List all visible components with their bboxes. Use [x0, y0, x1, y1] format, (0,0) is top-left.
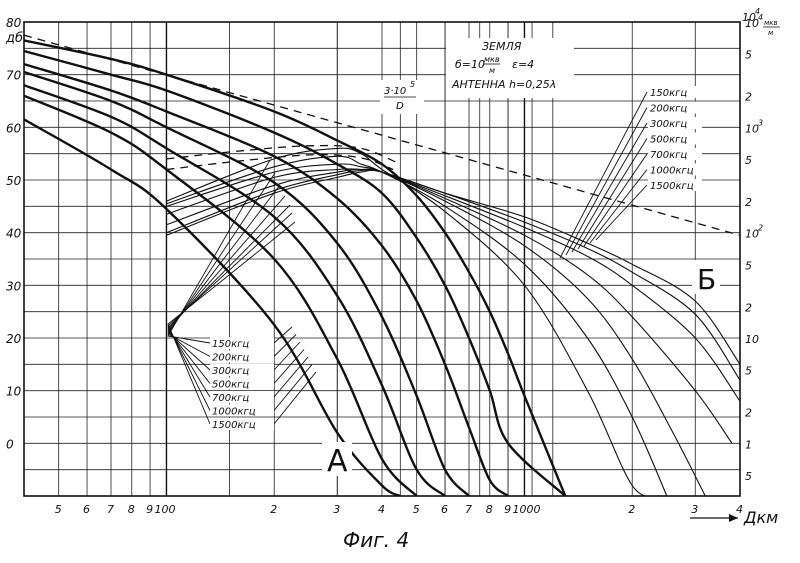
legend-a-label: 1500кгц	[212, 420, 256, 431]
legend-b-label: 150кгц	[650, 88, 687, 99]
legend-b-leader	[596, 185, 647, 240]
right-axis-unit: 10 4 мкв м	[742, 7, 780, 37]
right-unit-10: 10	[742, 11, 756, 24]
right-tick-label: 2	[745, 301, 752, 314]
info-line-3: АНТЕННА h=0,25λ	[451, 78, 556, 91]
x-tick-label: 100	[154, 503, 175, 516]
legend-b-label: 700кгц	[650, 150, 687, 161]
x-tick-label: 3	[333, 503, 340, 516]
legend-a-label: 150кгц	[212, 339, 249, 350]
region-a-label: A	[327, 444, 348, 479]
x-tick-label: 9	[146, 503, 153, 516]
region-b-label: Б	[697, 263, 716, 296]
figure-caption: Фиг. 4	[343, 528, 409, 552]
right-tick-label: 5	[745, 154, 752, 167]
y-tick-label: 30	[6, 279, 22, 293]
right-tick-label: 2	[745, 196, 752, 209]
info-line-2-post: ε=4	[512, 58, 534, 71]
legend-b-leader	[560, 92, 647, 258]
x-tick-label: 6	[83, 503, 90, 516]
x-tick-label: 6	[441, 503, 448, 516]
x-tick-label: 4	[736, 503, 743, 516]
legend-a-leader-right	[274, 365, 312, 411]
ref-num: 3·10	[384, 86, 406, 97]
y-axis-unit: дб	[5, 31, 23, 46]
y-tick-label: 0	[6, 437, 14, 451]
x-tick-label: 2	[628, 503, 635, 516]
legend-a-label: 200кгц	[212, 353, 249, 364]
info-box: ЗЕМЛЯ б=10 мкв м ε=4 АНТЕННА h=0,25λ	[446, 38, 574, 98]
legend-a-label: 500кгц	[212, 380, 249, 391]
x-tick-label: 8	[128, 503, 135, 516]
info-line-1: ЗЕМЛЯ	[482, 40, 522, 53]
x-tick-label: 2	[270, 503, 277, 516]
x-tick-label: 4	[378, 503, 385, 516]
right-tick-label: 2	[745, 91, 752, 104]
reference-annotation: 3·10 5 D	[380, 80, 424, 114]
legend-b-leader	[584, 154, 647, 246]
set-a-curve	[24, 40, 565, 496]
y-tick-label: 80	[6, 16, 22, 30]
set-a-curve	[24, 96, 417, 496]
x-tick-label: 8	[486, 503, 493, 516]
info-line-2-pre: б=10	[455, 58, 485, 71]
legend-a-label: 700кгц	[212, 393, 249, 404]
legend-b-label: 300кгц	[650, 119, 687, 130]
y-tick-label: 20	[6, 332, 22, 346]
right-unit-power: 4	[755, 7, 760, 16]
legend-a-leader	[168, 160, 270, 343]
right-unit-den: м	[768, 29, 774, 37]
x-tick-label: 5	[413, 503, 420, 516]
set-b-curve	[167, 148, 661, 496]
legend-b-label: 1000кгц	[650, 166, 694, 177]
x-tick-label: 5	[55, 503, 62, 516]
legend-a-leader-right	[274, 372, 316, 424]
x-tick-label: 1000	[512, 503, 540, 516]
right-tick-label: 2	[745, 407, 752, 420]
x-tick-label: 7	[465, 503, 472, 516]
legend-b-label: 500кгц	[650, 135, 687, 146]
set-a-curve	[24, 72, 469, 496]
legend-a-label: 1000кгц	[212, 407, 256, 418]
right-tick-label: 5	[745, 470, 752, 483]
right-tick-label: 10	[745, 228, 759, 241]
right-tick-label: 5	[745, 259, 752, 272]
x-tick-label: 7	[107, 503, 114, 516]
right-unit-num: мкв	[764, 19, 778, 27]
ref-sup: 5	[410, 80, 415, 89]
legend-b-label: 200кгц	[650, 104, 687, 115]
set-a-curve	[24, 51, 565, 496]
y-tick-label: 60	[6, 121, 22, 135]
y-tick-label: 70	[6, 69, 22, 83]
legend-b-label: 1500кгц	[650, 181, 694, 192]
right-tick-label: 1	[745, 438, 752, 451]
y-tick-label: 40	[6, 227, 22, 241]
x-axis-label: Дкм	[743, 508, 778, 527]
right-tick-label: 10	[745, 333, 759, 346]
right-tick-power: 3	[758, 118, 763, 127]
right-tick-label: 5	[745, 49, 752, 62]
info-line-2-frac-num: мкв	[484, 55, 500, 64]
ref-den: D	[396, 101, 404, 112]
y-tick-label: 50	[6, 174, 22, 188]
y-tick-label: 10	[6, 385, 22, 399]
x-tick-label: 9	[504, 503, 511, 516]
info-line-2-frac-den: м	[489, 66, 495, 75]
legend-a-label: 300кгц	[212, 366, 249, 377]
right-tick-label: 5	[745, 365, 752, 378]
x-axis-unit: Дкм	[690, 508, 778, 527]
right-tick-power: 2	[758, 224, 763, 233]
right-tick-label: 10	[745, 122, 759, 135]
x-tick-label: 3	[691, 503, 698, 516]
